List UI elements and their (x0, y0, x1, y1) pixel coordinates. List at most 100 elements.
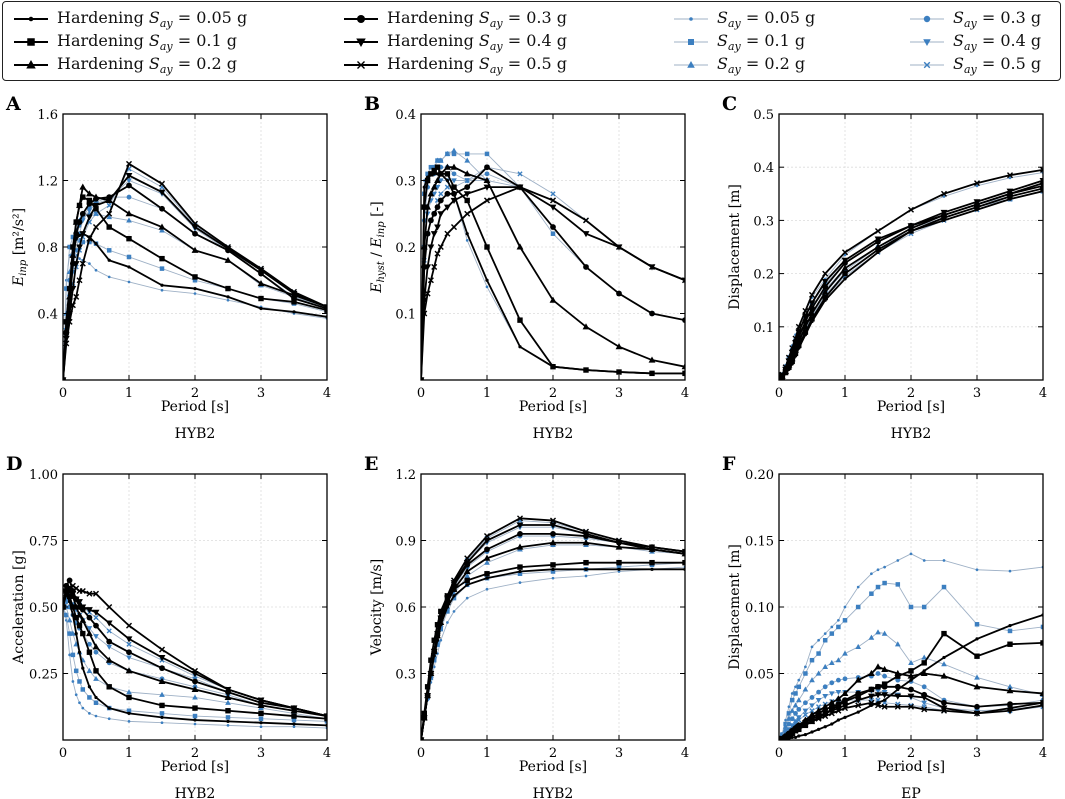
data-point (875, 688, 881, 694)
data-point (817, 638, 820, 642)
data-point (63, 603, 67, 611)
data-point (430, 231, 438, 238)
data-point (550, 569, 556, 574)
data-point (517, 171, 523, 177)
data-point (841, 702, 849, 710)
legend-marker (357, 15, 365, 23)
data-point (76, 611, 83, 618)
data-point (444, 592, 451, 599)
panel-letter: C (722, 93, 737, 115)
data-point (829, 680, 835, 686)
data-point (160, 715, 164, 720)
data-point (648, 544, 656, 551)
panel-caption: HYB2 (891, 426, 932, 442)
y-tick-label: 0.4 (37, 308, 58, 323)
data-point (424, 290, 431, 297)
data-point (876, 568, 880, 572)
data-point (973, 710, 981, 717)
x-tick-label: 0 (59, 746, 67, 761)
data-point (67, 631, 72, 636)
data-point (583, 264, 589, 270)
data-point (428, 171, 434, 177)
data-point (550, 191, 556, 197)
data-point (443, 204, 451, 211)
data-point (434, 250, 441, 257)
data-point (1039, 689, 1043, 696)
data-point (649, 559, 655, 566)
data-point (451, 184, 457, 190)
data-point (438, 626, 444, 632)
data-point (908, 668, 914, 674)
data-point (895, 582, 901, 587)
data-point (1039, 166, 1043, 173)
data-point (816, 704, 822, 710)
data-point (69, 591, 77, 598)
data-point (92, 643, 100, 650)
data-point (883, 565, 886, 569)
data-point (875, 671, 881, 676)
data-point (445, 178, 450, 183)
data-point (291, 713, 297, 719)
x-tick-label: 4 (1039, 386, 1047, 401)
data-point (616, 559, 622, 566)
data-point (875, 683, 881, 690)
x-tick-label: 2 (549, 746, 557, 761)
data-point (437, 170, 445, 177)
data-point (868, 634, 875, 640)
legend-item: Say = 0.05 g (673, 8, 815, 30)
data-point (464, 151, 470, 157)
series-hardening-triangle-down (421, 184, 685, 380)
data-point (681, 277, 685, 284)
panel-letter: F (722, 453, 736, 475)
data-point (160, 283, 164, 287)
data-point (158, 189, 166, 196)
data-point (94, 268, 98, 272)
data-point (549, 517, 557, 524)
data-point (822, 694, 829, 700)
data-point (974, 674, 980, 680)
data-point (782, 364, 789, 371)
data-point (815, 670, 822, 676)
x-axis-label: Period [s] (877, 399, 945, 415)
data-point (437, 197, 444, 204)
data-point (974, 703, 980, 710)
data-point (792, 335, 799, 342)
data-point (908, 228, 914, 234)
data-point (779, 371, 786, 378)
data-point (874, 236, 882, 243)
data-point (940, 209, 948, 217)
data-point (424, 177, 431, 184)
data-point (855, 690, 862, 697)
data-point (841, 689, 849, 696)
series-ep-square (63, 604, 327, 724)
data-point (73, 293, 80, 300)
data-point (192, 274, 198, 280)
data-point (125, 636, 133, 643)
data-point (615, 343, 623, 350)
chart-panel-e: 0 1 2 3 4 0.3 0.6 0.9 1.2 E Period [s] HYB2 Velocity… (364, 453, 689, 799)
data-point (1008, 569, 1012, 573)
data-point (66, 577, 73, 584)
data-point (80, 687, 86, 692)
data-point (518, 345, 522, 349)
legend-swatch (344, 61, 378, 69)
data-point (324, 716, 327, 722)
data-point (823, 725, 827, 729)
data-point (485, 576, 489, 580)
data-point (126, 708, 132, 713)
data-point (291, 299, 297, 305)
legend-label: Hardening Say = 0.3 g (387, 7, 568, 31)
data-point (192, 230, 198, 237)
data-point (73, 230, 80, 237)
panel-letter: E (364, 453, 378, 475)
data-point (874, 243, 882, 250)
data-point (895, 673, 901, 679)
data-point (874, 692, 882, 699)
data-point (125, 622, 133, 629)
data-point (802, 329, 809, 335)
data-point (87, 695, 92, 700)
data-point (921, 604, 927, 610)
data-point (797, 678, 801, 682)
legend-swatch (910, 39, 944, 46)
x-axis-label: Period [s] (161, 399, 229, 415)
